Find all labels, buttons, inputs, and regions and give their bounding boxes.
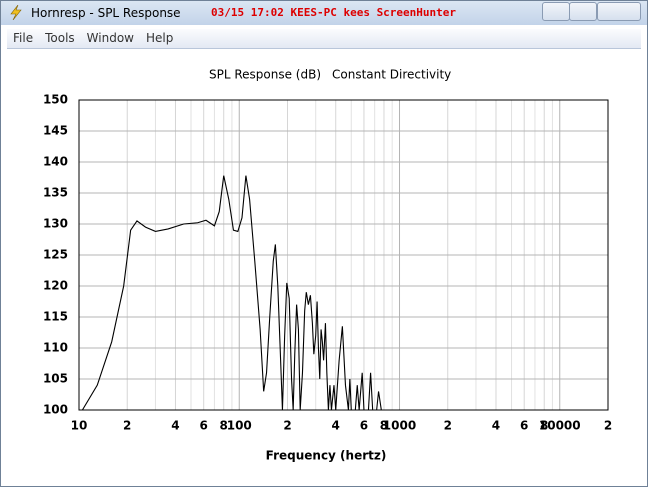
x-tick-label: 4 xyxy=(171,419,179,433)
app-icon xyxy=(10,5,22,20)
x-tick-label: 6 xyxy=(200,419,208,433)
menu-item[interactable]: File xyxy=(13,31,34,45)
y-tick-label: 120 xyxy=(43,279,68,293)
y-tick-label: 100 xyxy=(43,403,68,417)
y-tick-label: 130 xyxy=(43,217,68,231)
y-tick-label: 145 xyxy=(43,124,68,138)
x-tick-label: 8 xyxy=(220,419,228,433)
close-button[interactable] xyxy=(597,2,641,21)
y-tick-label: 115 xyxy=(43,310,68,324)
y-tick-label: 135 xyxy=(43,186,68,200)
x-tick-label: 100 xyxy=(227,419,252,433)
x-tick-label: 10000 xyxy=(539,419,581,433)
x-tick-label: 10 xyxy=(71,419,88,433)
x-tick-label: 8 xyxy=(380,419,388,433)
x-tick-label: 6 xyxy=(520,419,528,433)
x-axis-label: Frequency (hertz) xyxy=(266,449,387,463)
chart-title: SPL Response (dB) xyxy=(209,68,321,82)
x-tick-label: 2 xyxy=(604,419,612,433)
y-tick-label: 150 xyxy=(43,93,68,107)
overlay-text: 03/15 17:02 KEES-PC kees ScreenHunter xyxy=(211,6,457,19)
x-tick-label: 4 xyxy=(492,419,500,433)
y-tick-label: 110 xyxy=(43,341,68,355)
x-tick-label: 1000 xyxy=(383,419,416,433)
title-bar: Hornresp - SPL Response 03/15 17:02 KEES… xyxy=(1,1,647,25)
x-tick-label: 2 xyxy=(283,419,291,433)
window-title: Hornresp - SPL Response xyxy=(31,6,181,20)
x-tick-label: 8 xyxy=(540,419,548,433)
x-tick-label: 6 xyxy=(360,419,368,433)
menu-item[interactable]: Help xyxy=(145,31,174,45)
maximize-button[interactable] xyxy=(569,2,597,21)
data-line xyxy=(81,175,382,410)
y-tick-label: 105 xyxy=(43,372,68,386)
y-tick-label: 140 xyxy=(43,155,68,169)
plot-border xyxy=(78,99,609,411)
menu-item[interactable]: Window xyxy=(86,31,134,45)
chart-subtitle: Constant Directivity xyxy=(332,68,451,82)
menu-item[interactable]: Tools xyxy=(45,31,75,45)
x-tick-label: 4 xyxy=(332,419,340,433)
x-tick-label: 2 xyxy=(444,419,452,433)
x-tick-label: 2 xyxy=(123,419,131,433)
y-tick-label: 125 xyxy=(43,248,68,262)
menu-bar: File Tools Window Help xyxy=(7,29,641,49)
